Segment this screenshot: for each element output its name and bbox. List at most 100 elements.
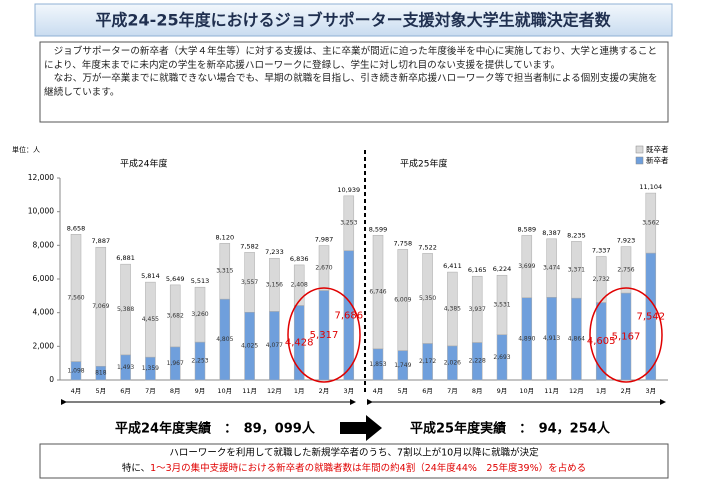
value-label: 4,025 bbox=[241, 343, 258, 350]
total-label: 8,235 bbox=[567, 231, 586, 239]
total-label: 5,814 bbox=[141, 272, 160, 280]
total-label: 6,224 bbox=[493, 265, 512, 273]
value-label: 5,167 bbox=[612, 332, 641, 343]
total-label: 11,104 bbox=[639, 183, 662, 191]
total-label: 7,987 bbox=[315, 236, 334, 244]
value-label: 3,699 bbox=[518, 263, 535, 270]
value-label: 4,890 bbox=[518, 335, 535, 342]
value-label: 1,098 bbox=[67, 367, 84, 374]
total-label: 7,758 bbox=[393, 239, 412, 247]
period-label: 平成24年度 bbox=[120, 158, 167, 170]
legend-label: 既卒者 bbox=[646, 144, 669, 154]
x-tick-label: 11月 bbox=[544, 387, 559, 395]
bar-segment bbox=[645, 192, 657, 254]
footer-prefix: 特に、 bbox=[122, 462, 150, 474]
total-label: 8,658 bbox=[67, 224, 86, 232]
bar-segment bbox=[269, 257, 280, 312]
x-tick-label: 7月 bbox=[145, 387, 156, 395]
bar-segment bbox=[397, 249, 409, 351]
total-label: 7,923 bbox=[617, 237, 636, 245]
bar-segment bbox=[70, 234, 82, 362]
legend-swatch bbox=[635, 156, 644, 165]
x-tick-label: 12月 bbox=[267, 387, 282, 395]
total-label: 7,522 bbox=[418, 243, 437, 251]
x-tick-label: 8月 bbox=[170, 387, 181, 395]
value-label: 3,253 bbox=[340, 220, 357, 227]
value-label: 7,069 bbox=[92, 303, 109, 310]
highlight-circle bbox=[287, 287, 361, 383]
total-label: 6,411 bbox=[443, 262, 462, 270]
value-label: 2,732 bbox=[593, 276, 610, 283]
bar-segment bbox=[571, 241, 582, 299]
bar-segment bbox=[620, 246, 632, 294]
value-label: 3,557 bbox=[241, 279, 258, 286]
value-label: 7,542 bbox=[636, 312, 665, 323]
value-label: 2,756 bbox=[617, 266, 634, 273]
value-label: 1,967 bbox=[167, 360, 184, 367]
arrow bbox=[340, 415, 382, 441]
value-label: 5,350 bbox=[419, 295, 436, 302]
value-label: 4,077 bbox=[266, 342, 283, 349]
bar-segment bbox=[595, 256, 607, 303]
y-tick-label: 12,000 bbox=[28, 173, 54, 182]
x-tick-label: 11月 bbox=[242, 387, 257, 395]
bar-segment bbox=[318, 245, 330, 291]
value-label: 5,317 bbox=[310, 330, 339, 341]
value-label: 3,937 bbox=[469, 306, 486, 313]
title: 平成24-25年度におけるジョブサポーター支援対象大学生就職決定者数 bbox=[95, 11, 611, 30]
x-tick-label: 12月 bbox=[569, 387, 584, 395]
description-box bbox=[39, 41, 669, 123]
bar-segment bbox=[219, 243, 231, 300]
bar-segment bbox=[496, 274, 508, 335]
result: 平成25年度実績 ： 94，254人 bbox=[410, 421, 611, 437]
y-tick-label: 2,000 bbox=[33, 341, 55, 350]
value-label: 1,493 bbox=[117, 364, 134, 371]
total-label: 5,513 bbox=[191, 277, 210, 285]
footer-line: ハローワークを利用して就職した新規学卒者のうち、7割以上が10月以降に就職が決定 bbox=[169, 447, 539, 459]
bar-segment bbox=[244, 252, 255, 313]
value-label: 3,371 bbox=[568, 266, 585, 273]
value-label: 818 bbox=[95, 370, 107, 377]
bar-segment bbox=[422, 253, 433, 344]
value-label: 4,455 bbox=[142, 316, 159, 323]
title-box bbox=[34, 3, 673, 37]
bar-segment bbox=[546, 238, 557, 298]
value-label: 4,864 bbox=[568, 336, 585, 343]
y-tick-label: 0 bbox=[49, 375, 54, 384]
bar-segment bbox=[447, 271, 458, 347]
value-label: 4,385 bbox=[444, 305, 461, 312]
bar-segment bbox=[120, 263, 131, 356]
total-label: 6,881 bbox=[116, 254, 135, 262]
value-label: 3,260 bbox=[191, 311, 208, 318]
bar-segment bbox=[521, 235, 533, 298]
value-label: 7,686 bbox=[334, 310, 363, 321]
value-label: 3,562 bbox=[642, 220, 659, 227]
value-label: 1,359 bbox=[142, 365, 159, 372]
value-label: 3,156 bbox=[266, 281, 283, 288]
x-tick-label: 10月 bbox=[217, 387, 232, 395]
highlight-circle bbox=[589, 287, 663, 383]
description-paragraph: ジョブサポーターの新卒者（大学４年生等）に対する支援は、主に卒業が間近に迫った年… bbox=[44, 46, 658, 71]
value-label: 3,474 bbox=[543, 265, 560, 272]
total-label: 8,599 bbox=[369, 225, 388, 233]
value-label: 2,228 bbox=[469, 358, 486, 365]
value-label: 2,026 bbox=[444, 359, 461, 366]
legend-label: 新卒者 bbox=[646, 155, 669, 165]
x-tick-label: 5月 bbox=[95, 387, 106, 395]
result: 平成24年度実績 ： 89，099人 bbox=[115, 421, 316, 437]
value-label: 1,853 bbox=[369, 361, 386, 368]
bar-segment bbox=[343, 195, 355, 251]
total-label: 7,337 bbox=[592, 246, 611, 254]
x-tick-label: 6月 bbox=[120, 387, 131, 395]
value-label: 4,913 bbox=[543, 335, 560, 342]
value-label: 2,253 bbox=[191, 358, 208, 365]
x-tick-label: 4月 bbox=[71, 387, 82, 395]
footer-box bbox=[39, 443, 669, 479]
total-label: 10,939 bbox=[337, 186, 360, 194]
total-label: 7,887 bbox=[91, 237, 110, 245]
x-tick-label: 1月 bbox=[596, 387, 607, 395]
value-label: 5,388 bbox=[117, 306, 134, 313]
total-label: 8,120 bbox=[215, 233, 234, 241]
